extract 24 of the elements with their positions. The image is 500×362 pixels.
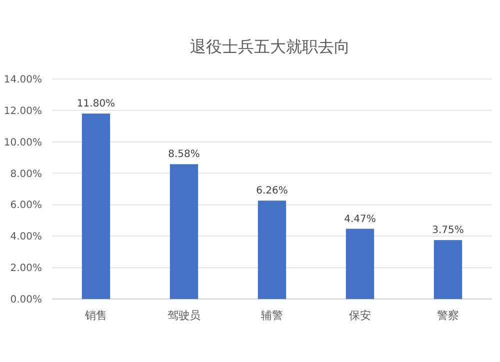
bar [346,228,374,299]
y-tick-label: 2.00% [10,263,42,274]
y-tick-label: 10.00% [4,137,42,148]
x-tick-label: 驾驶员 [168,309,200,322]
y-tick-label: 12.00% [4,106,42,117]
data-label: 6.26% [256,186,288,197]
chart-title: 退役士兵五大就职去向 [190,37,350,56]
bar [170,164,198,299]
data-label: 11.80% [76,98,116,110]
bar [82,114,110,299]
y-tick-label: 0.00% [10,294,42,306]
bar [434,240,462,299]
bar [258,200,286,299]
data-label: 3.75% [432,225,464,236]
x-tick-label: 销售 [84,309,107,322]
y-tick-label: 6.00% [10,200,42,212]
y-tick-label: 14.00% [4,74,42,86]
y-tick-label: 4.00% [10,232,42,243]
y-tick-label: 8.00% [10,168,42,180]
data-label: 4.47% [344,214,376,225]
data-label: 8.58% [168,149,200,160]
x-tick-label: 辅警 [261,309,283,322]
x-tick-label: 保安 [349,309,371,322]
x-tick-label: 警察 [437,309,459,322]
